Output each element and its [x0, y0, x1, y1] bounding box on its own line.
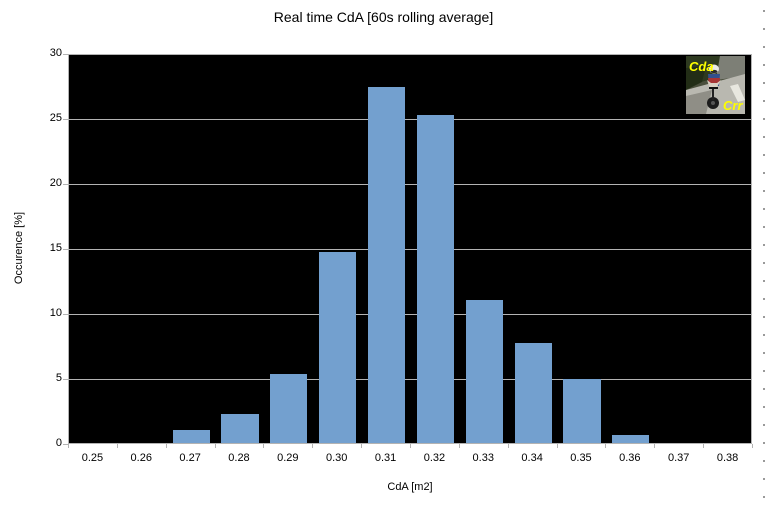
x-tick-mark [703, 444, 705, 448]
bar-0.28 [221, 414, 259, 443]
x-tick-label: 0.29 [277, 452, 299, 464]
bar-0.32 [416, 115, 454, 443]
x-tick-label: 0.34 [521, 452, 543, 464]
bar-0.35 [563, 379, 601, 443]
cyclist-photo: Cda Crr [686, 56, 745, 114]
bar-0.33 [465, 300, 503, 443]
x-tick-mark [654, 444, 656, 448]
gridline [69, 379, 751, 380]
x-tick-label: 0.33 [472, 452, 494, 464]
x-tick-label: 0.25 [81, 452, 104, 464]
y-tick-mark [63, 54, 68, 55]
plot-area [68, 54, 752, 444]
bar-0.36 [612, 434, 650, 443]
x-tick-label: 0.37 [667, 452, 690, 464]
wall [716, 56, 745, 80]
y-tick-label: 15 [49, 242, 62, 254]
x-tick-label: 0.30 [325, 452, 348, 464]
x-tick-mark [214, 444, 216, 448]
gridline [69, 314, 751, 315]
y-tick-mark [63, 379, 68, 380]
x-tick-label: 0.28 [228, 452, 250, 464]
page-edge-dots [763, 10, 765, 512]
x-tick-mark [410, 444, 411, 448]
gridline [69, 249, 751, 250]
y-tick-label: 20 [49, 177, 62, 189]
road-line [730, 84, 745, 102]
x-tick-mark [752, 444, 753, 448]
y-tick-label: 30 [49, 47, 62, 59]
crr-photo-label: Crr [723, 98, 743, 113]
x-tick-label: 0.36 [619, 452, 641, 464]
bar-0.34 [514, 342, 552, 443]
gridline [69, 184, 751, 185]
bar-0.29 [270, 374, 308, 443]
y-tick-label: 10 [49, 307, 62, 319]
bar-0.31 [368, 86, 406, 443]
fork [712, 88, 714, 100]
x-tick-mark [312, 444, 314, 448]
x-tick-mark [507, 444, 509, 448]
front-wheel-hub [711, 101, 715, 105]
x-tick-label: 0.32 [423, 452, 446, 464]
x-tick-label: 0.38 [716, 452, 739, 464]
visor [710, 69, 718, 74]
jersey-red [708, 78, 720, 83]
x-tick-mark [68, 444, 69, 448]
x-tick-mark [605, 444, 607, 448]
bar-0.27 [172, 430, 210, 443]
x-tick-mark [116, 444, 118, 448]
y-tick-mark [63, 249, 68, 250]
y-tick-mark [63, 119, 68, 120]
x-tick-label: 0.27 [179, 452, 201, 464]
x-tick-mark [263, 444, 265, 448]
bar-0.30 [319, 251, 357, 443]
y-tick-label: 25 [49, 112, 62, 124]
x-tick-mark [165, 444, 167, 448]
y-tick-label: 0 [55, 437, 62, 449]
y-tick-mark [63, 314, 68, 315]
foliage-dark [686, 66, 706, 90]
chart-title: Real time CdA [60s rolling average] [273, 9, 494, 25]
y-tick-mark [63, 184, 68, 185]
gridline [69, 119, 751, 120]
cda-photo-label: Cda [689, 59, 714, 74]
x-tick-mark [556, 444, 558, 448]
x-tick-mark [361, 444, 363, 448]
road-shadow [686, 90, 712, 114]
handlebar [709, 87, 718, 89]
y-tick-mark [63, 444, 68, 445]
x-tick-label: 0.35 [570, 452, 592, 464]
x-tick-label: 0.26 [130, 452, 152, 464]
x-tick-label: 0.31 [374, 452, 397, 464]
x-axis-title: CdA [m2] [387, 481, 433, 493]
x-tick-mark [458, 444, 460, 448]
arms [707, 80, 721, 89]
y-tick-label: 5 [55, 372, 62, 384]
